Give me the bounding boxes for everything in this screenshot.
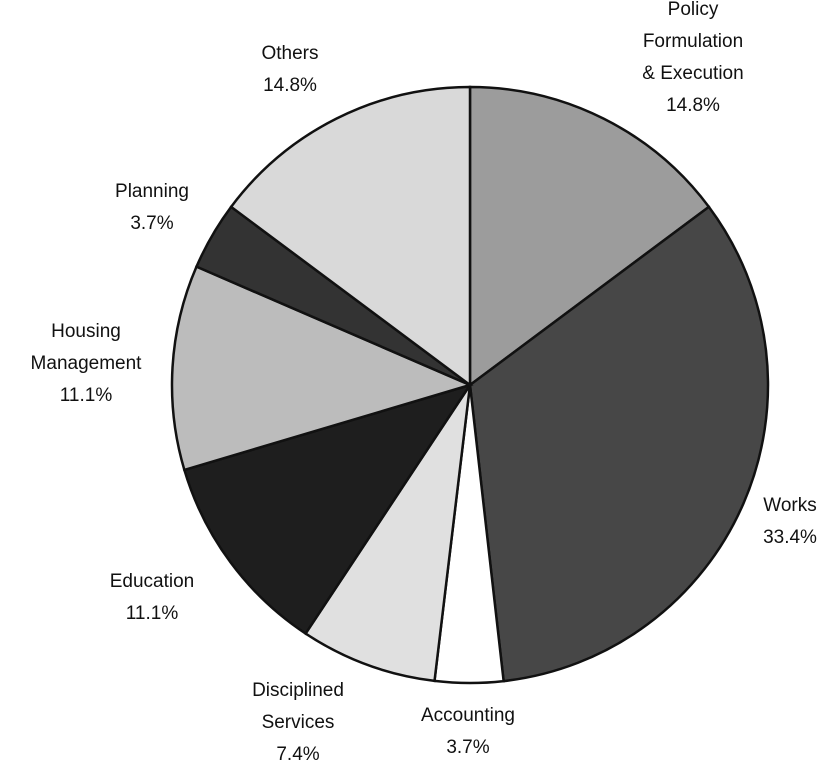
pie-slice [303,384,472,683]
slice-label: Planning 3.7% [115,176,189,240]
slice-name: Works [763,495,817,516]
pie-slice [170,265,474,472]
slice-label: Others 14.8% [261,38,318,102]
pie-slice [229,85,472,388]
slice-percent: 14.8% [263,75,317,96]
slice-label: Housing Management 11.1% [31,316,142,412]
pie-slice [468,85,711,388]
slice-percent: 3.7% [446,737,490,758]
slice-name: Accounting [420,705,516,726]
slice-label: Education 11.1% [110,566,195,630]
slice-name: Housing Management [30,321,142,374]
slice-name: Others [261,43,319,64]
slice-percent: 33.4% [763,527,817,548]
slice-label: Accounting 3.7% [421,700,515,764]
slice-percent: 3.7% [130,213,174,234]
slice-label: Policy Formulation & Execution 14.8% [625,0,762,122]
slice-name: Disciplined Services [252,680,344,733]
slice-name: Planning [115,181,189,202]
pie-slice [182,382,473,636]
slice-percent: 11.1% [125,603,179,624]
pie-slice [468,205,770,683]
slice-name: Policy Formulation & Execution [642,0,744,84]
slice-percent: 11.1% [59,385,113,406]
slice-name: Education [109,571,195,592]
slice-percent: 14.8% [666,95,720,116]
slice-label: Disciplined Services 7.4% [252,675,344,771]
slice-label: Works 33.4% [763,490,817,554]
slice-percent: 7.4% [276,744,320,765]
